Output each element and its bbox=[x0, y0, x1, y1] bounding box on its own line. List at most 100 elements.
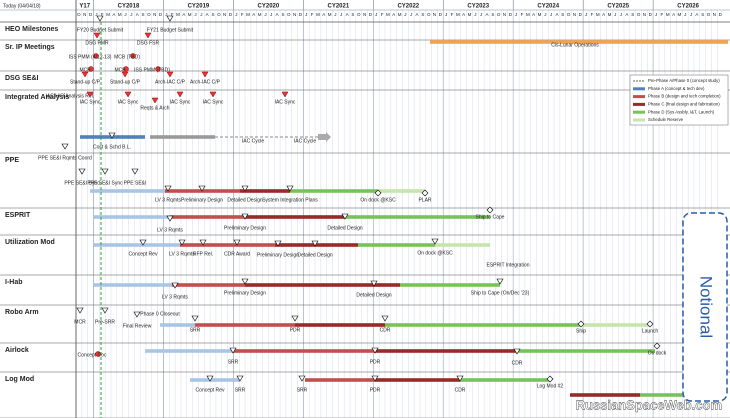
year-label: CY2019 bbox=[188, 4, 210, 10]
month-label: A bbox=[625, 12, 628, 17]
milestone bbox=[371, 347, 379, 354]
milestone-label: IAC H/O Analysis Ref. bbox=[46, 93, 95, 99]
month-label: O bbox=[567, 12, 571, 17]
milestone bbox=[298, 375, 306, 382]
milestone-label: LV 3 Rqmts bbox=[169, 251, 195, 257]
milestone bbox=[199, 239, 207, 246]
milestone bbox=[421, 189, 429, 197]
phase-bar bbox=[375, 349, 517, 353]
milestone bbox=[191, 315, 199, 322]
milestone-label: SRR bbox=[235, 387, 246, 393]
row-name: Integrated Analysis bbox=[5, 94, 69, 101]
month-label: M bbox=[456, 12, 460, 17]
milestone-label: LV 3 Rqmts bbox=[162, 294, 188, 300]
milestone bbox=[241, 278, 249, 285]
milestone-label: FY21 Budget Submit bbox=[147, 27, 194, 33]
month-label: J bbox=[410, 12, 412, 17]
phase-bar bbox=[180, 243, 275, 247]
phase-bar bbox=[195, 323, 295, 327]
legend-label: Schedule Reserve bbox=[648, 117, 684, 122]
month-label: J bbox=[124, 12, 126, 17]
month-label: J bbox=[544, 12, 546, 17]
milestone bbox=[151, 97, 159, 104]
phase-bar bbox=[290, 189, 378, 193]
milestone-label: Preliminary Design bbox=[181, 197, 223, 203]
month-label: J bbox=[165, 12, 167, 17]
milestone bbox=[486, 206, 494, 214]
milestone-label: LV 3 Rqmts bbox=[157, 227, 183, 233]
milestone-label: Concept Rev bbox=[129, 251, 158, 257]
milestone bbox=[513, 348, 521, 355]
milestone-label: ISS PMM (TBD) bbox=[134, 67, 170, 73]
milestone bbox=[341, 213, 349, 220]
month-label: N bbox=[153, 12, 156, 17]
month-label: O bbox=[357, 12, 361, 17]
year-label: CY2023 bbox=[467, 4, 489, 10]
milestone bbox=[370, 280, 378, 287]
notional-label: Notional bbox=[697, 276, 716, 338]
month-label: D bbox=[229, 12, 233, 17]
month-label: J bbox=[585, 12, 587, 17]
month-label: M bbox=[526, 12, 530, 17]
phase-bar bbox=[90, 189, 165, 193]
milestone-label: Ship to Cape (On/Dec '23) bbox=[471, 290, 530, 296]
phase-bar bbox=[190, 378, 240, 382]
milestone bbox=[291, 315, 299, 322]
month-label: M bbox=[106, 12, 110, 17]
month-label: A bbox=[672, 12, 675, 17]
milestone bbox=[646, 320, 654, 328]
month-label: F bbox=[521, 12, 524, 17]
milestone bbox=[108, 132, 116, 139]
month-label: M bbox=[678, 12, 682, 17]
month-label: S bbox=[491, 12, 494, 17]
milestone bbox=[577, 320, 585, 328]
month-label: A bbox=[136, 12, 139, 17]
milestone-label: MCB bbox=[114, 67, 126, 73]
row-name: DSG SE&I bbox=[5, 75, 39, 82]
milestone-label: IAC Sync bbox=[170, 99, 191, 105]
milestone bbox=[546, 375, 554, 383]
milestone-label: Preliminary Design bbox=[224, 290, 266, 296]
milestone-label: Log Mod #2 bbox=[537, 383, 564, 389]
milestone bbox=[121, 71, 129, 78]
phase-bar bbox=[172, 283, 245, 287]
watermark: RussianSpaceWeb.com bbox=[576, 397, 722, 412]
milestone-label: Pre-SRR bbox=[95, 319, 115, 325]
row-name: Robo Arm bbox=[5, 309, 39, 316]
milestone bbox=[78, 168, 86, 175]
milestone bbox=[274, 240, 282, 247]
month-label: A bbox=[486, 12, 489, 17]
milestone-label: DSG FSR bbox=[137, 40, 160, 46]
month-label: D bbox=[89, 12, 93, 17]
milestone-label: Detailed Design bbox=[297, 252, 333, 258]
row-name: I-Hab bbox=[5, 279, 23, 286]
month-label: N bbox=[363, 12, 366, 17]
month-label: M bbox=[468, 12, 472, 17]
milestone bbox=[101, 168, 109, 175]
phase-bar bbox=[170, 215, 245, 219]
month-label: M bbox=[398, 12, 402, 17]
month-label: S bbox=[421, 12, 424, 17]
legend-swatch bbox=[633, 110, 645, 114]
row-name: Airlock bbox=[5, 347, 29, 354]
milestone-label: System Integration Plans bbox=[262, 197, 318, 203]
year-label: CY2020 bbox=[258, 4, 280, 10]
milestone-label: MCR bbox=[74, 319, 86, 325]
phase-bar bbox=[378, 189, 425, 193]
phase-bar bbox=[145, 349, 233, 353]
year-label: CY2025 bbox=[607, 4, 629, 10]
milestone bbox=[241, 185, 249, 192]
milestone bbox=[286, 185, 294, 192]
month-label: M bbox=[386, 12, 390, 17]
milestone-label: FY20 Budget Submit bbox=[77, 27, 124, 33]
milestone-label: Final Review bbox=[123, 323, 152, 329]
month-label: J bbox=[620, 12, 622, 17]
month-label: A bbox=[206, 12, 209, 17]
milestone bbox=[81, 71, 89, 78]
milestone bbox=[178, 239, 186, 246]
month-label: J bbox=[305, 12, 307, 17]
milestone-label: IAC Sync bbox=[80, 99, 101, 105]
month-label: M bbox=[608, 12, 612, 17]
